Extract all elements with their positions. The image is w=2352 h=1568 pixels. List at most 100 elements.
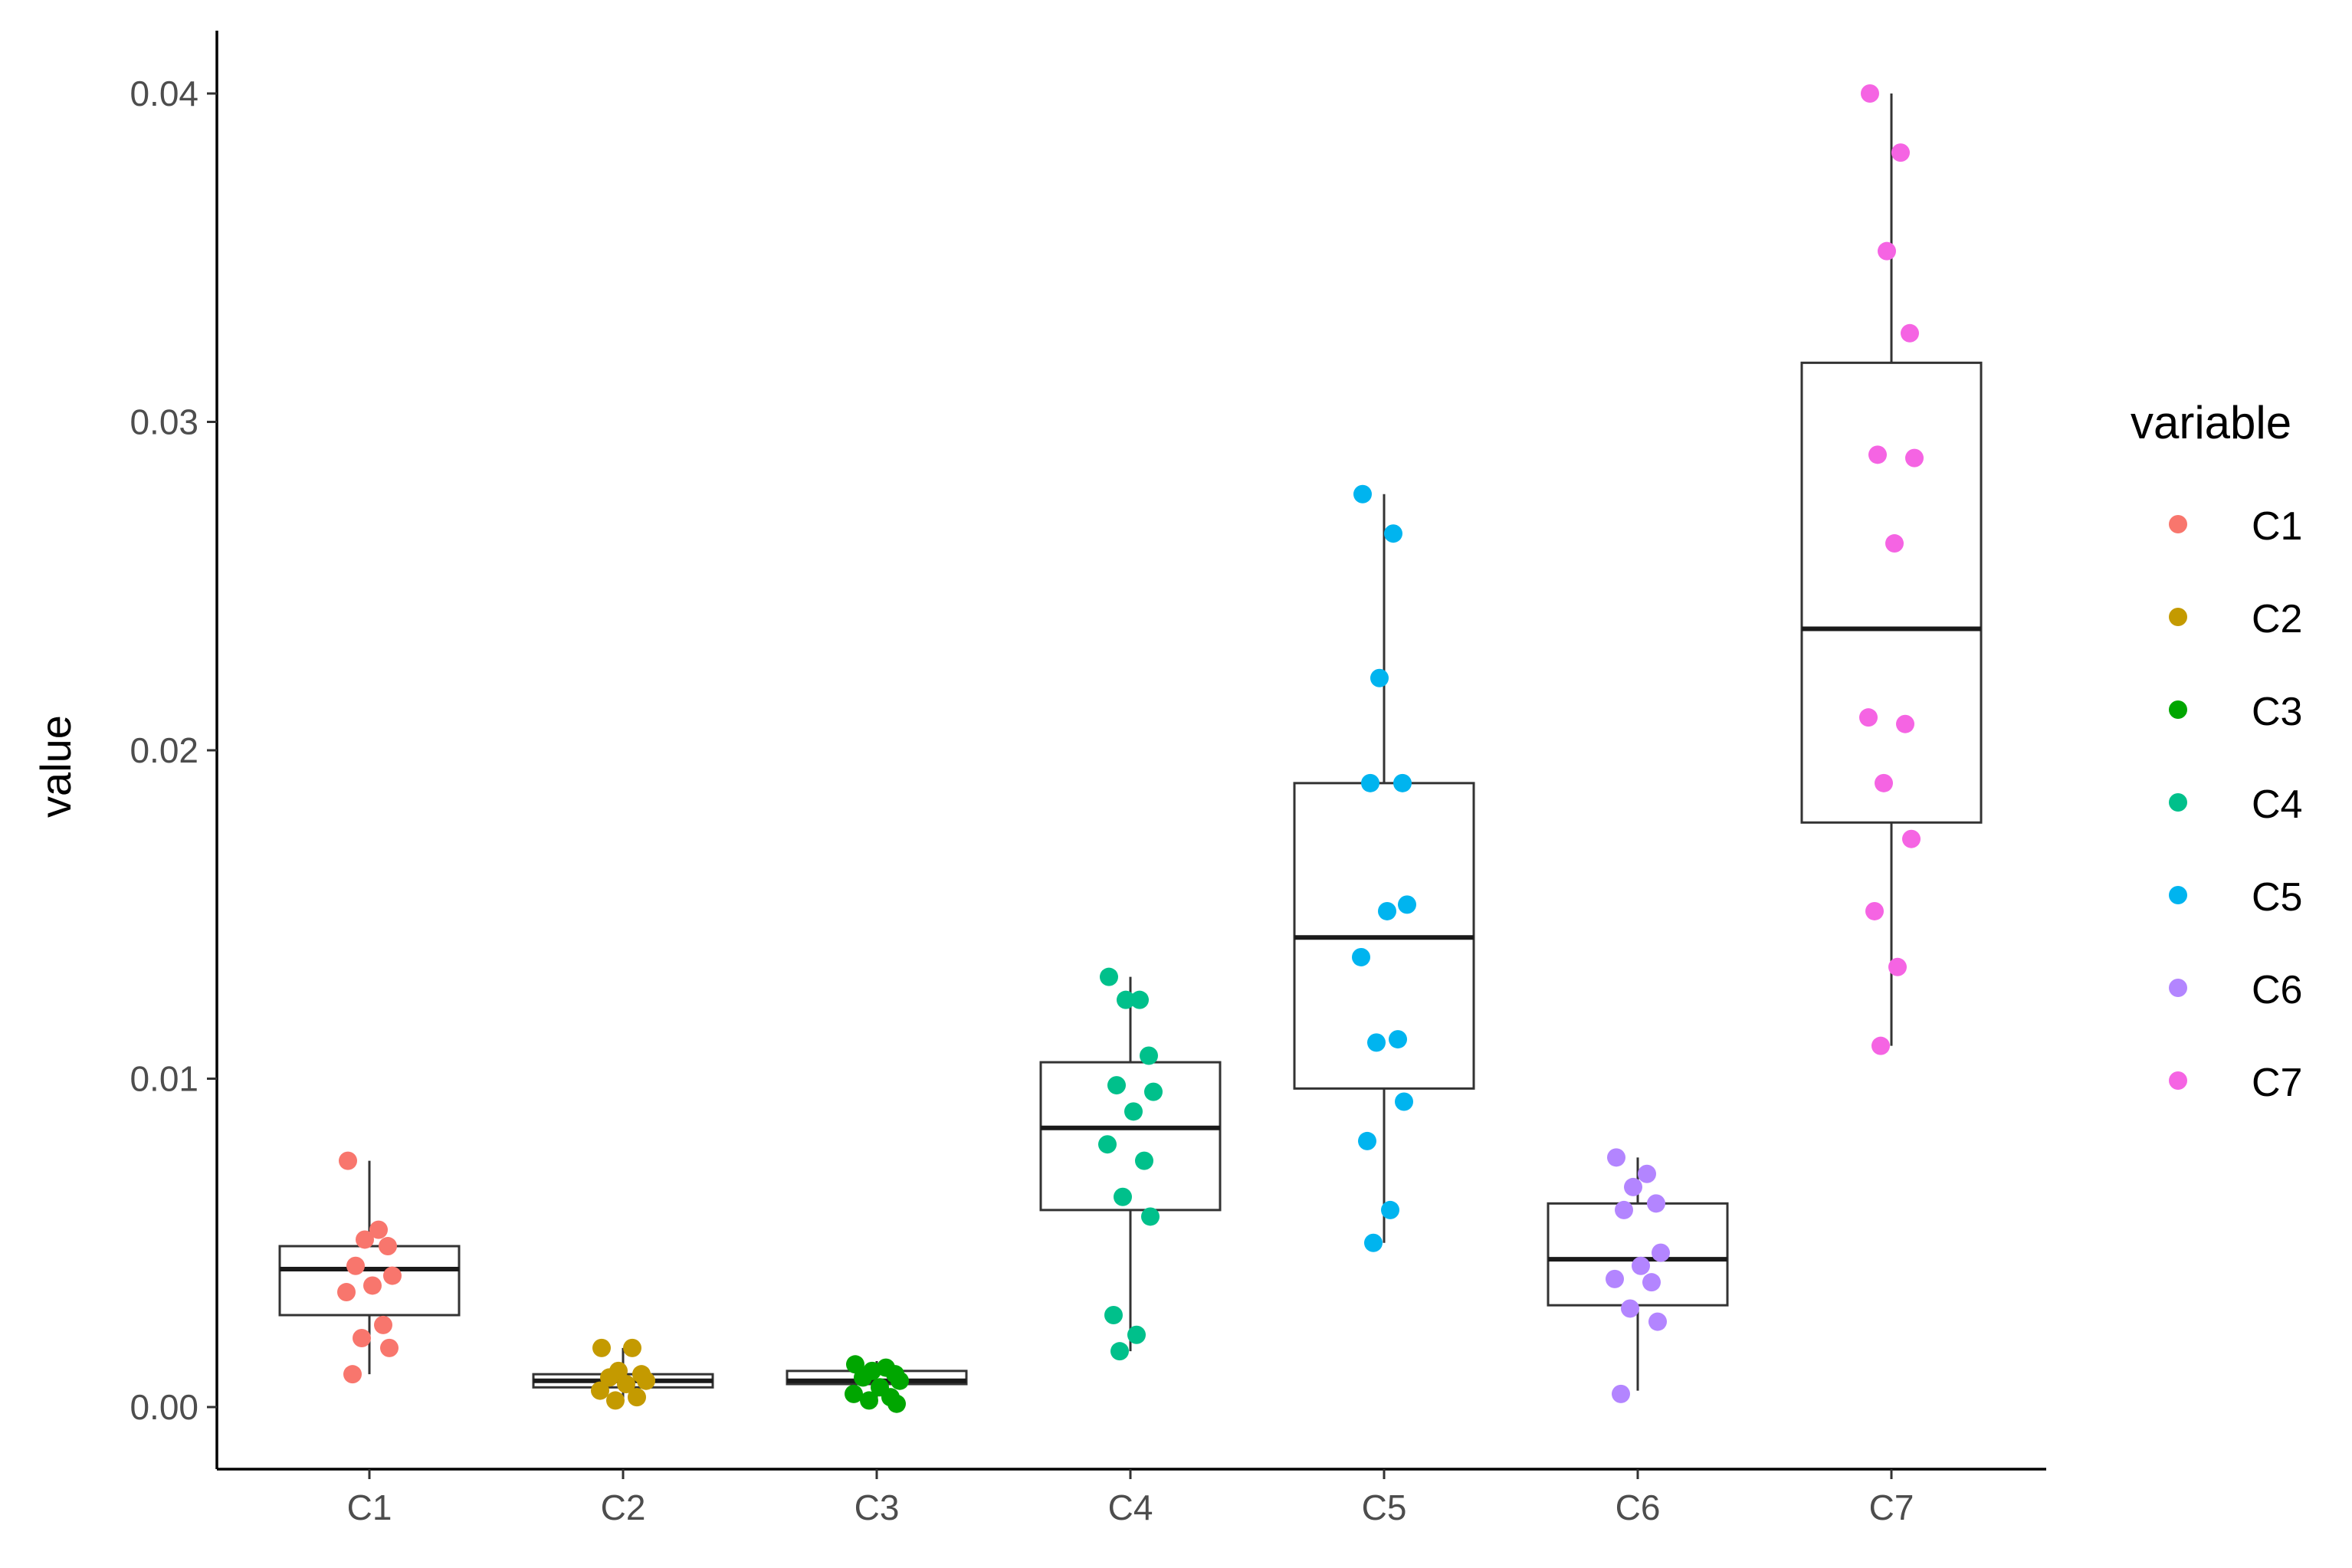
x-tick-label: C5 xyxy=(1362,1488,1407,1527)
x-tick-label: C6 xyxy=(1616,1488,1661,1527)
point-c1 xyxy=(353,1329,371,1348)
point-c7 xyxy=(1861,84,1879,103)
point-c2 xyxy=(591,1381,609,1400)
legend-key-c7 xyxy=(2169,1071,2187,1090)
boxplots xyxy=(278,93,1983,1404)
point-c6 xyxy=(1652,1243,1670,1262)
legend: variable C1 C2 C3 C4 C5 C6 C7 xyxy=(2131,397,2302,1105)
point-c7 xyxy=(1905,448,1924,467)
x-tick-label: C1 xyxy=(347,1488,392,1527)
legend-label-c2: C2 xyxy=(2252,597,2302,641)
point-c1 xyxy=(356,1230,374,1249)
point-c7 xyxy=(1891,143,1910,162)
x-tick-label: C3 xyxy=(855,1488,900,1527)
point-c6 xyxy=(1606,1269,1624,1288)
point-c1 xyxy=(380,1338,399,1357)
point-c6 xyxy=(1632,1256,1650,1275)
boxplot-c5 xyxy=(1293,494,1475,1243)
x-tick-label: C4 xyxy=(1108,1488,1153,1527)
box-iqr xyxy=(1547,1202,1729,1307)
point-c1 xyxy=(343,1365,362,1384)
point-c6 xyxy=(1621,1299,1639,1318)
point-c5 xyxy=(1378,901,1396,920)
point-c2 xyxy=(592,1338,611,1357)
point-c6 xyxy=(1607,1148,1625,1167)
legend-label-c1: C1 xyxy=(2252,504,2302,549)
point-c7 xyxy=(1902,829,1921,848)
point-c4 xyxy=(1127,1325,1146,1344)
point-c5 xyxy=(1361,773,1379,792)
y-tick-label: 0.00 xyxy=(130,1387,198,1427)
point-c4 xyxy=(1100,967,1118,986)
legend-key-c6 xyxy=(2169,979,2187,997)
y-tick-label: 0.04 xyxy=(130,74,198,113)
point-c4 xyxy=(1117,990,1135,1009)
legend-title: variable xyxy=(2131,397,2291,448)
point-c6 xyxy=(1612,1384,1630,1403)
point-c3 xyxy=(860,1391,878,1410)
point-c7 xyxy=(1871,1036,1890,1055)
legend-key-c5 xyxy=(2169,886,2187,904)
point-c7 xyxy=(1868,445,1887,464)
x-tick-label: C7 xyxy=(1869,1488,1914,1527)
point-c1 xyxy=(383,1266,402,1285)
point-c6 xyxy=(1642,1273,1661,1292)
legend-label-c4: C4 xyxy=(2252,782,2302,827)
point-c1 xyxy=(363,1276,382,1295)
point-c5 xyxy=(1370,668,1389,687)
point-c5 xyxy=(1352,947,1370,966)
point-c7 xyxy=(1888,957,1907,976)
point-c7 xyxy=(1878,241,1896,261)
point-c1 xyxy=(337,1283,356,1302)
legend-key-c2 xyxy=(2169,608,2187,626)
point-c5 xyxy=(1384,524,1402,543)
legend-label-c7: C7 xyxy=(2252,1061,2302,1105)
point-c7 xyxy=(1896,714,1914,733)
point-c3 xyxy=(891,1371,909,1390)
x-axis: C1 C2 C3 C4 C5 C6 C7 xyxy=(217,1468,2046,1527)
point-c4 xyxy=(1140,1046,1158,1065)
point-c6 xyxy=(1615,1200,1633,1219)
y-tick-label: 0.01 xyxy=(130,1059,198,1099)
jitter-points xyxy=(337,84,1924,1413)
point-c4 xyxy=(1130,990,1149,1009)
point-c5 xyxy=(1381,1200,1399,1219)
point-c1 xyxy=(374,1315,392,1334)
point-c3 xyxy=(845,1384,863,1403)
y-tick-label: 0.03 xyxy=(130,402,198,442)
point-c5 xyxy=(1358,1131,1376,1150)
point-c4 xyxy=(1110,1342,1129,1361)
point-c2 xyxy=(617,1375,635,1394)
point-c4 xyxy=(1144,1082,1163,1101)
y-axis-title: value xyxy=(31,715,80,818)
point-c7 xyxy=(1859,708,1878,727)
point-c4 xyxy=(1114,1187,1132,1206)
legend-key-c1 xyxy=(2169,515,2187,533)
point-c2 xyxy=(623,1338,641,1357)
x-tick-label: C2 xyxy=(601,1488,646,1527)
point-c5 xyxy=(1395,1092,1413,1111)
point-c7 xyxy=(1875,773,1893,792)
point-c6 xyxy=(1638,1164,1656,1183)
point-c1 xyxy=(379,1237,397,1256)
point-c5 xyxy=(1353,484,1372,504)
box-iqr xyxy=(1800,361,1983,824)
point-c5 xyxy=(1367,1033,1386,1052)
boxplot-c7 xyxy=(1800,93,1983,1046)
point-c4 xyxy=(1124,1102,1143,1121)
point-c1 xyxy=(346,1256,365,1275)
point-c5 xyxy=(1364,1233,1383,1252)
point-c7 xyxy=(1901,323,1919,343)
point-c4 xyxy=(1104,1306,1123,1325)
point-c3 xyxy=(854,1368,872,1387)
point-c2 xyxy=(600,1368,618,1387)
legend-label-c5: C5 xyxy=(2252,875,2302,920)
point-c2 xyxy=(628,1388,646,1407)
point-c3 xyxy=(887,1394,906,1413)
point-c1 xyxy=(339,1151,357,1170)
point-c5 xyxy=(1393,773,1412,792)
y-tick-label: 0.02 xyxy=(130,730,198,770)
point-c6 xyxy=(1648,1312,1667,1331)
legend-key-c3 xyxy=(2169,700,2187,719)
